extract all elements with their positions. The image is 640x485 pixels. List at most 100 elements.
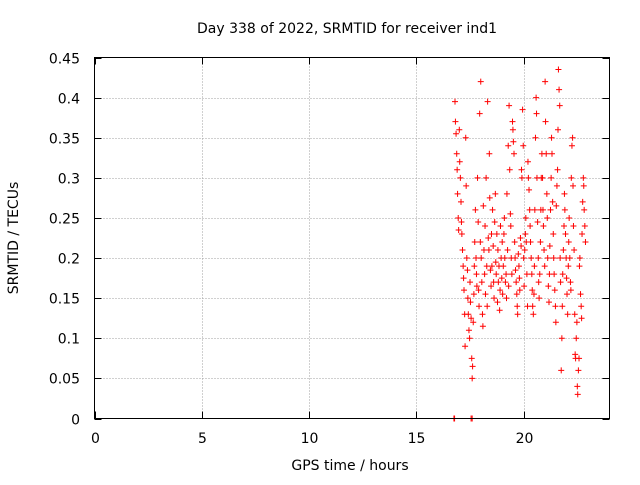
data-point <box>559 303 566 310</box>
data-point <box>531 263 538 270</box>
x-axis-title: GPS time / hours <box>291 458 408 474</box>
data-point <box>529 303 536 310</box>
chart-title: Day 338 of 2022, SRMTID for receiver ind… <box>197 21 497 37</box>
data-point <box>464 295 471 302</box>
data-point <box>516 287 523 294</box>
data-point <box>566 214 573 221</box>
data-point <box>493 271 500 278</box>
data-point <box>483 263 490 270</box>
data-point <box>462 343 469 350</box>
data-point <box>485 247 492 254</box>
data-point <box>486 194 493 201</box>
data-point <box>505 283 512 290</box>
data-point <box>498 275 505 282</box>
data-point <box>455 214 462 221</box>
data-point <box>518 166 525 173</box>
data-point <box>551 271 558 278</box>
data-point <box>479 311 486 318</box>
data-point <box>558 335 565 342</box>
data-point <box>526 186 533 193</box>
y-tick-label: 0.4 <box>58 92 80 108</box>
data-point <box>514 311 521 318</box>
data-point <box>573 319 580 326</box>
data-point <box>497 222 504 229</box>
data-point <box>530 311 537 318</box>
data-point <box>454 166 461 173</box>
data-point <box>531 206 538 213</box>
data-point <box>579 198 586 205</box>
data-point <box>453 150 460 157</box>
data-point <box>575 367 582 374</box>
data-point <box>522 230 529 237</box>
data-point <box>536 295 543 302</box>
data-point <box>511 150 518 157</box>
data-point <box>501 255 508 262</box>
data-point <box>553 182 560 189</box>
grid <box>94 57 610 419</box>
data-point <box>520 142 527 149</box>
data-point <box>580 182 587 189</box>
x-tick-label: 15 <box>408 431 426 447</box>
y-tick-labels: 0 0.05 0.1 0.15 0.2 0.25 0.3 0.35 0.4 0.45 <box>49 52 80 429</box>
y-tick-label: 0 <box>71 413 80 429</box>
data-point <box>471 239 478 246</box>
data-point <box>452 118 459 125</box>
data-point <box>461 287 468 294</box>
data-point <box>582 239 589 246</box>
data-point <box>484 98 491 105</box>
data-point <box>533 110 540 117</box>
data-point <box>476 110 483 117</box>
data-point <box>478 279 485 286</box>
data-point <box>503 295 510 302</box>
data-point <box>465 327 472 334</box>
data-point <box>500 230 507 237</box>
data-point <box>472 206 479 213</box>
data-point <box>488 283 495 290</box>
data-point <box>480 202 487 209</box>
data-point <box>543 190 550 197</box>
data-point <box>565 263 572 270</box>
data-point <box>494 247 501 254</box>
data-point <box>545 299 552 306</box>
data-point <box>562 230 569 237</box>
data-point <box>570 222 577 229</box>
data-point <box>568 142 575 149</box>
data-point <box>468 355 475 362</box>
data-point <box>459 247 466 254</box>
data-point <box>561 190 568 197</box>
data-point <box>570 182 577 189</box>
data-point <box>468 315 475 322</box>
data-point <box>469 363 476 370</box>
data-point <box>464 267 471 274</box>
data-point <box>539 174 546 181</box>
data-point <box>535 255 542 262</box>
data-point <box>569 134 576 141</box>
data-point <box>519 106 526 113</box>
data-point <box>517 235 524 241</box>
plot-frame <box>94 57 610 419</box>
data-point <box>563 275 570 282</box>
data-point <box>510 138 517 145</box>
data-point <box>473 271 480 278</box>
data-point <box>467 279 474 286</box>
data-point <box>534 218 541 225</box>
data-point <box>558 367 565 374</box>
data-point <box>488 263 495 270</box>
data-point <box>556 86 563 93</box>
data-point <box>496 307 503 314</box>
data-point <box>564 291 571 298</box>
data-point <box>574 391 581 398</box>
data-point <box>545 283 552 290</box>
data-point <box>509 118 516 125</box>
data-point <box>536 271 543 278</box>
data-point <box>516 275 523 282</box>
data-point <box>479 323 486 330</box>
data-point <box>521 247 528 254</box>
data-point <box>567 279 574 286</box>
data-point <box>499 291 506 298</box>
data-point <box>528 255 535 262</box>
data-point <box>577 291 584 298</box>
data-point <box>566 255 573 262</box>
data-point <box>501 214 508 221</box>
data-point <box>578 315 585 322</box>
